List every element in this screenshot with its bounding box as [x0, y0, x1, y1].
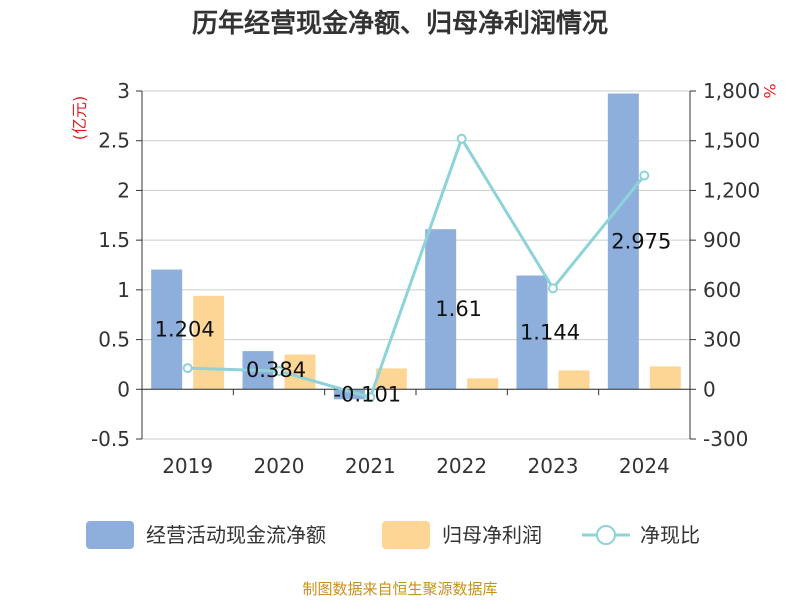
right-tick-label: 300: [703, 328, 741, 352]
data-labels: 1.204 0.384 -0.101 1.61 1.144 2.975: [155, 229, 672, 406]
bar-cashflow-2022: [425, 229, 457, 390]
x-tick-label: 2020: [254, 454, 305, 478]
data-label-cashflow: 1.204: [155, 317, 215, 341]
legend-swatch-net-profit: [382, 521, 430, 549]
right-tick-label: 1,500: [703, 129, 760, 153]
legend: 经营活动现金流净额 归母净利润 净现比: [86, 521, 700, 549]
x-tick-label: 2019: [162, 454, 213, 478]
bar-net-profit-2022: [467, 378, 499, 390]
bar-net-profit-2020: [284, 354, 316, 390]
right-tick-label: 900: [703, 228, 741, 252]
ratio-point-2021: [365, 392, 376, 403]
chart-title: 历年经营现金净额、归母净利润情况: [192, 8, 608, 39]
data-label-cashflow: 2.975: [611, 229, 671, 253]
left-tick-label: 2: [117, 178, 130, 202]
x-tick-label: 2021: [345, 454, 396, 478]
left-tick-label: -0.5: [91, 427, 130, 451]
legend-label-net-profit: 归母净利润: [442, 523, 542, 547]
data-label-cashflow: -0.101: [333, 382, 401, 406]
left-tick-label: 1.5: [98, 228, 130, 252]
ratio-line: [182, 133, 650, 403]
bar-net-profit-2024: [649, 366, 681, 390]
bars: [151, 93, 681, 400]
right-tick-label: 1,800: [703, 79, 760, 103]
legend-label-cashflow: 经营活动现金流净额: [146, 523, 326, 547]
right-tick-label: 0: [703, 377, 716, 401]
bar-net-profit-2019: [193, 295, 225, 390]
right-axis-unit: %: [760, 83, 779, 98]
data-label-cashflow: 0.384: [246, 358, 306, 382]
left-tick-label: 2.5: [98, 129, 130, 153]
legend-swatch-cashflow: [86, 521, 134, 549]
left-tick-label: 0: [117, 377, 130, 401]
legend-marker-ratio: [596, 525, 616, 545]
ratio-line-path: [187, 135, 646, 400]
source-note: 制图数据来自恒生聚源数据库: [302, 580, 497, 598]
ratio-point-2023: [548, 283, 558, 294]
bar-net-profit-2023: [558, 370, 590, 390]
left-tick-label: 3: [117, 79, 130, 103]
axes: -0.5 0 0.5 1 1.5 2 2.5 3 -300 0 300 600 900 1,200 1,50…: [91, 79, 760, 478]
ratio-point-2022: [456, 133, 467, 144]
x-tick-label: 2024: [619, 454, 670, 478]
legend-label-ratio: 净现比: [640, 523, 700, 547]
bar-cashflow-2024: [607, 93, 639, 390]
left-tick-label: 0.5: [98, 328, 130, 352]
right-tick-label: -300: [703, 427, 748, 451]
data-label-cashflow: 1.144: [520, 320, 580, 344]
right-tick-label: 600: [703, 278, 741, 302]
ratio-point-2020: [274, 366, 284, 377]
left-tick-label: 1: [117, 278, 130, 302]
right-tick-label: 1,200: [703, 178, 760, 202]
bar-net-profit-2021: [375, 368, 407, 390]
bar-cashflow-2023: [516, 275, 548, 390]
ratio-point-2024: [639, 170, 650, 181]
x-tick-label: 2022: [436, 454, 487, 478]
x-tick-label: 2023: [528, 454, 579, 478]
bar-cashflow-2021: [333, 389, 365, 400]
ratio-point-2019: [182, 363, 193, 374]
bar-cashflow-2019: [151, 269, 183, 390]
data-label-cashflow: 1.61: [435, 297, 482, 321]
left-axis-unit: (亿元): [70, 96, 89, 141]
